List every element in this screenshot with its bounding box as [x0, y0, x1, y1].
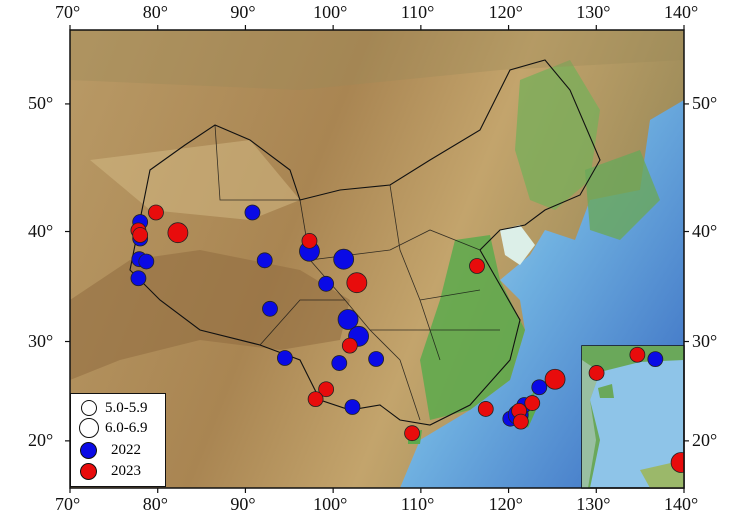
earthquake-2023-m5.0-5.9 — [148, 204, 164, 221]
x-tick-label-top: 110° — [400, 2, 435, 22]
earthquake-2022-m5.0-5.9 — [368, 351, 385, 367]
blue-circle-icon — [80, 441, 97, 459]
earthquake-2022-m6.0-6.9 — [333, 248, 355, 270]
earthquake-2023-m6.0-6.9 — [670, 452, 684, 473]
legend-item-6.0-6.9: 6.0-6.9 — [79, 418, 148, 438]
large-circle-icon — [79, 418, 99, 438]
earthquake-2022-m6.0-6.9 — [337, 309, 359, 330]
x-tick-label-top: 140° — [664, 2, 699, 22]
x-tick-label-bottom: 130° — [576, 494, 611, 514]
legend-label: 6.0-6.9 — [105, 419, 148, 436]
earthquake-2022-m5.0-5.9 — [344, 399, 361, 415]
x-tick-label-bottom: 90° — [230, 494, 256, 514]
earthquake-2023-m5.0-5.9 — [524, 395, 541, 411]
earthquake-points — [130, 204, 566, 442]
earthquake-2022-m5.0-5.9 — [647, 351, 664, 368]
earthquake-2023-m5.0-5.9 — [341, 337, 358, 354]
earthquake-2023-m5.0-5.9 — [477, 401, 494, 417]
x-tick-label-top: 120° — [488, 2, 523, 22]
x-tick-label-bottom: 70° — [55, 494, 81, 514]
basemap — [70, 30, 684, 488]
earthquake-2022-m5.0-5.9 — [331, 355, 348, 371]
earthquake-2023-m5.0-5.9 — [629, 346, 646, 363]
red-circle-icon — [80, 462, 97, 480]
earthquake-2023-m6.0-6.9 — [167, 222, 189, 244]
legend-item-2023: 2023 — [79, 461, 141, 481]
y-tick-label-left: 20° — [28, 429, 54, 450]
small-circle-icon — [81, 400, 97, 416]
earthquake-2023-m5.0-5.9 — [132, 227, 149, 243]
earthquake-2023-m5.0-5.9 — [512, 413, 529, 430]
earthquake-2023-m6.0-6.9 — [544, 368, 566, 390]
country-boundary — [129, 59, 601, 426]
legend-label: 2023 — [111, 462, 141, 479]
y-tick-label-right: 30° — [692, 330, 718, 351]
legend-item-5.0-5.9: 5.0-5.9 — [79, 398, 148, 418]
x-tick-label-bottom: 80° — [142, 494, 168, 514]
y-tick-label-left: 30° — [28, 330, 54, 351]
province-boundaries — [214, 124, 500, 421]
earthquake-2023-m5.0-5.9 — [318, 381, 335, 398]
x-tick-label-top: 100° — [313, 2, 348, 22]
x-tick-label-top: 80° — [142, 2, 168, 22]
map-frame — [69, 29, 685, 489]
earthquake-2022-m5.0-5.9 — [138, 253, 155, 270]
legend-label: 2022 — [111, 441, 141, 458]
earthquake-2023-m6.0-6.9 — [346, 272, 368, 294]
earthquake-2023-m5.0-5.9 — [307, 391, 324, 408]
y-tick-label-right: 50° — [692, 92, 718, 113]
x-tick-label-bottom: 120° — [488, 494, 523, 514]
earthquake-2022-m5.0-5.9 — [262, 300, 278, 317]
legend: 5.0-5.9 6.0-6.9 2022 2023 — [70, 393, 166, 487]
x-tick-label-top: 130° — [576, 2, 611, 22]
y-tick-label-left: 40° — [28, 220, 54, 241]
x-tick-label-top: 90° — [230, 2, 256, 22]
x-tick-label-top: 70° — [55, 2, 81, 22]
y-tick-label-left: 50° — [28, 92, 54, 113]
south-china-sea-inset — [581, 345, 685, 489]
earthquake-2022-m5.0-5.9 — [531, 379, 548, 396]
earthquake-2023-m5.0-5.9 — [588, 365, 605, 381]
x-tick-label-bottom: 100° — [313, 494, 348, 514]
earthquake-2022-m5.0-5.9 — [130, 270, 147, 287]
earthquake-2022-m5.0-5.9 — [276, 350, 293, 366]
legend-label: 5.0-5.9 — [105, 399, 148, 416]
legend-item-2022: 2022 — [79, 440, 141, 460]
x-tick-label-bottom: 140° — [664, 494, 699, 514]
y-tick-label-right: 20° — [692, 429, 718, 450]
earthquake-2022-m5.0-5.9 — [244, 204, 261, 221]
earthquake-2023-m5.0-5.9 — [469, 258, 485, 274]
earthquake-2023-m5.0-5.9 — [301, 232, 318, 249]
x-tick-label-bottom: 110° — [400, 494, 435, 514]
earthquake-2022-m5.0-5.9 — [256, 252, 273, 269]
y-tick-label-right: 40° — [692, 220, 718, 241]
earthquake-2022-m5.0-5.9 — [318, 275, 335, 292]
tick-marks — [65, 25, 689, 493]
earthquake-2023-m5.0-5.9 — [404, 425, 420, 442]
